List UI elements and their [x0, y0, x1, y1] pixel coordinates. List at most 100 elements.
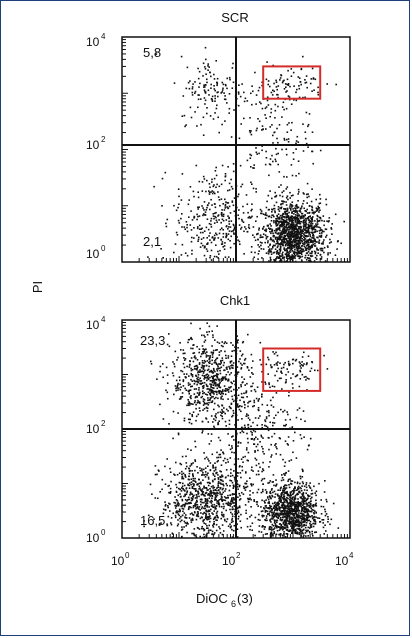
data-point — [212, 349, 215, 352]
data-point — [308, 212, 310, 214]
data-point — [291, 174, 294, 177]
data-point — [313, 225, 316, 227]
data-point — [275, 485, 277, 487]
data-point — [203, 507, 205, 510]
data-point — [178, 487, 180, 490]
data-point — [201, 360, 204, 362]
data-point — [223, 369, 225, 372]
data-point — [267, 482, 269, 484]
data-point — [302, 233, 305, 235]
data-point — [222, 503, 225, 505]
data-point — [302, 469, 304, 472]
data-point — [273, 131, 275, 134]
data-point — [302, 513, 305, 515]
data-point — [226, 366, 228, 368]
data-point — [313, 211, 315, 213]
data-point — [169, 510, 171, 512]
data-point — [282, 458, 284, 461]
data-point — [275, 512, 278, 515]
data-point — [290, 234, 293, 236]
data-point — [198, 528, 201, 530]
data-point — [176, 359, 178, 361]
data-point — [288, 228, 291, 231]
data-point — [265, 425, 268, 427]
data-point — [343, 220, 345, 223]
data-point — [216, 357, 219, 359]
data-point — [322, 522, 324, 524]
data-point — [231, 513, 234, 515]
data-point — [213, 486, 216, 489]
data-point — [186, 226, 188, 229]
data-point — [293, 238, 296, 241]
data-point — [221, 215, 223, 217]
data-point — [227, 494, 229, 497]
data-point — [299, 242, 301, 245]
data-point — [289, 257, 291, 259]
data-point — [208, 191, 211, 194]
data-point — [273, 207, 275, 210]
data-point — [286, 237, 288, 240]
data-point — [203, 370, 205, 373]
data-point — [286, 496, 288, 499]
data-point — [192, 474, 194, 476]
data-point — [224, 242, 226, 244]
data-point — [179, 510, 181, 512]
data-point — [285, 225, 287, 228]
data-point — [299, 222, 302, 225]
data-point — [264, 489, 267, 491]
data-point — [162, 363, 164, 365]
data-point — [228, 107, 231, 110]
data-point — [210, 494, 213, 497]
data-point — [276, 507, 279, 510]
data-point — [304, 500, 307, 502]
data-point — [284, 425, 286, 427]
data-point — [210, 75, 212, 78]
data-point — [285, 226, 287, 229]
data-point — [238, 224, 241, 226]
data-point — [291, 254, 293, 256]
data-point — [285, 505, 287, 508]
data-point — [299, 228, 302, 230]
data-point — [238, 84, 240, 86]
data-point — [270, 91, 273, 94]
data-point — [296, 501, 299, 504]
data-point — [314, 252, 317, 255]
data-point — [174, 507, 177, 509]
data-point — [189, 360, 191, 363]
data-point — [224, 198, 226, 201]
data-point — [165, 222, 167, 225]
data-point — [312, 535, 314, 537]
data-point — [236, 341, 239, 344]
data-point — [265, 491, 268, 493]
data-point — [246, 459, 249, 462]
data-point — [286, 213, 288, 216]
data-point — [210, 191, 212, 193]
data-point — [243, 359, 246, 361]
data-point — [217, 191, 219, 193]
data-point — [284, 244, 287, 247]
data-point — [282, 366, 285, 369]
data-point — [288, 220, 291, 223]
data-point — [301, 260, 303, 263]
data-point — [269, 244, 271, 246]
data-point — [177, 433, 180, 436]
data-point — [307, 244, 310, 247]
data-point — [200, 355, 202, 358]
data-point — [241, 83, 243, 85]
data-point — [205, 515, 207, 517]
data-point — [189, 186, 192, 188]
data-point — [294, 211, 297, 213]
data-point — [194, 505, 197, 508]
data-point — [274, 117, 276, 119]
data-point — [307, 123, 310, 126]
data-point — [295, 493, 298, 496]
data-point — [227, 433, 229, 435]
data-point — [256, 503, 258, 506]
data-point — [312, 162, 314, 165]
data-point — [201, 430, 204, 432]
data-point — [217, 390, 219, 393]
data-point — [308, 510, 310, 512]
data-point — [206, 516, 208, 519]
data-point — [256, 386, 259, 388]
data-point — [227, 474, 229, 477]
